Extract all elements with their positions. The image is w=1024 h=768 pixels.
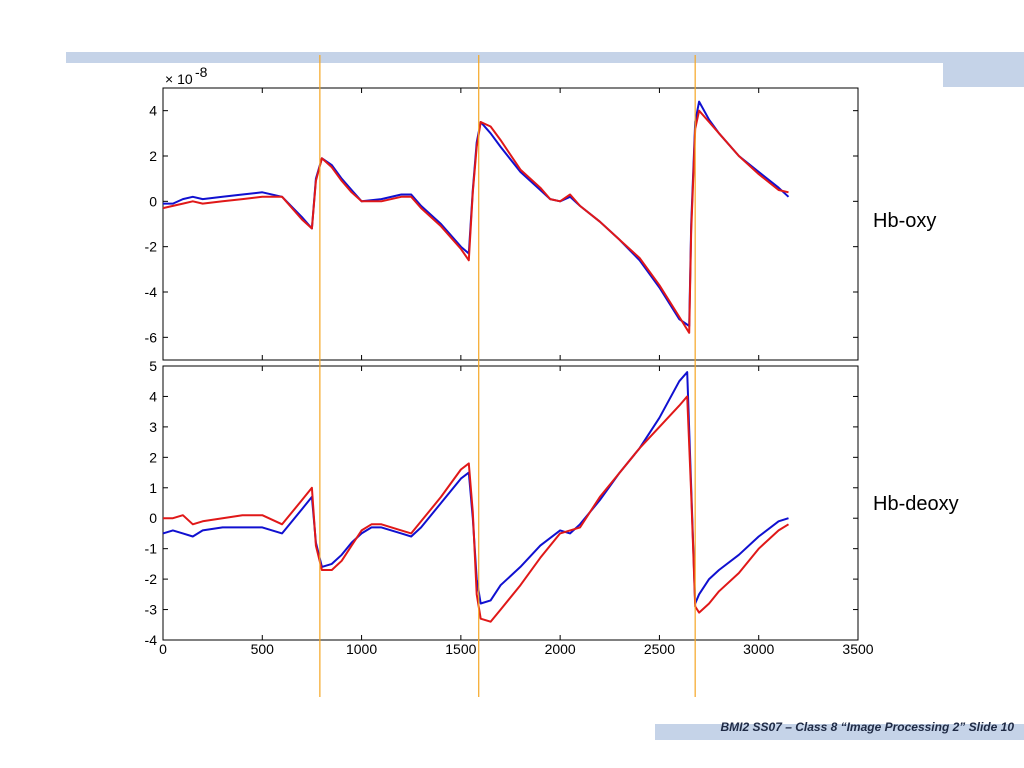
slide-footer: BMI2 SS07 – Class 8 “Image Processing 2”… <box>720 720 1014 734</box>
y-tick-label: -1 <box>145 541 158 557</box>
x-tick-label: 3000 <box>743 641 774 657</box>
y-tick-label: -6 <box>145 329 158 345</box>
plot-frame <box>162 87 859 361</box>
y-tick-label: -3 <box>145 602 158 618</box>
hb-oxy-plot: 4 2 0 -2 -4 -6 × 10 -8 <box>145 64 859 361</box>
y-tick-label: 4 <box>149 388 157 404</box>
plot-frame <box>162 365 859 641</box>
x-tick-label: 1000 <box>346 641 377 657</box>
x-tick-label: 3500 <box>842 641 873 657</box>
y-tick-label: 3 <box>149 419 157 435</box>
x-tick-label: 1500 <box>445 641 476 657</box>
y-tick-label: 5 <box>149 358 157 374</box>
y-tick-label: -4 <box>145 632 158 648</box>
x-tick-label: 0 <box>159 641 167 657</box>
y-tick-label: -2 <box>145 239 158 255</box>
x-tick-label: 2000 <box>545 641 576 657</box>
y-exponent-power: -8 <box>195 64 208 80</box>
footer-band <box>655 724 1024 740</box>
y-tick-label: -4 <box>145 284 158 300</box>
series-line-red <box>162 109 789 334</box>
y-tick-label: 4 <box>149 103 157 119</box>
x-tick-label: 2500 <box>644 641 675 657</box>
y-tick-label: 0 <box>149 193 157 209</box>
y-tick-label: 0 <box>149 510 157 526</box>
hb-oxy-label: Hb-oxy <box>873 210 937 232</box>
y-tick-label: 1 <box>149 480 157 496</box>
y-tick-label: -2 <box>145 571 158 587</box>
header-band-block <box>943 63 1024 87</box>
hb-deoxy-label: Hb-deoxy <box>873 493 959 515</box>
y-tick-label: 2 <box>149 148 157 164</box>
event-markers <box>319 55 696 697</box>
header-band <box>66 52 1024 63</box>
y-tick-label: 2 <box>149 449 157 465</box>
x-tick-label: 500 <box>251 641 275 657</box>
y-exponent-label: × 10 <box>165 71 193 87</box>
series-line-red <box>163 395 790 623</box>
